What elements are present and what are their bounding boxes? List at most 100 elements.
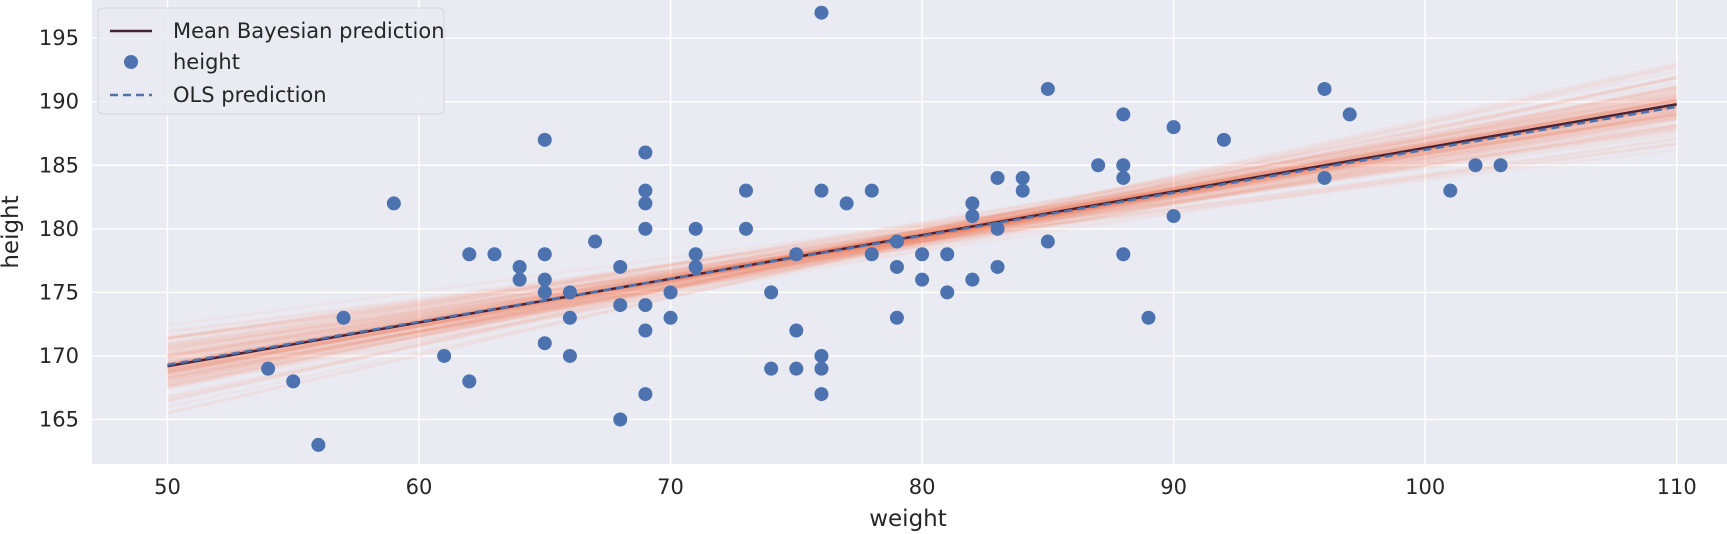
- posterior-sample-line: [167, 88, 1677, 389]
- posterior-sample-line: [167, 124, 1677, 358]
- posterior-sample-line: [167, 99, 1677, 357]
- posterior-sample-line: [167, 127, 1677, 351]
- posterior-sample-line: [167, 95, 1677, 350]
- data-point: [537, 336, 552, 351]
- data-point: [1342, 107, 1357, 122]
- posterior-sample-line: [167, 92, 1677, 386]
- data-point: [688, 221, 703, 236]
- posterior-sample-line: [167, 127, 1677, 335]
- ols-line: [167, 105, 1677, 367]
- data-point: [311, 437, 326, 452]
- data-point: [638, 298, 653, 313]
- posterior-sample-line: [167, 124, 1677, 349]
- data-point: [864, 247, 879, 262]
- posterior-sample-line: [167, 81, 1677, 369]
- data-point: [336, 310, 351, 325]
- y-tick-label: 170: [39, 344, 79, 368]
- data-point: [764, 361, 779, 376]
- data-point: [1015, 183, 1030, 198]
- posterior-sample-line: [167, 97, 1677, 388]
- posterior-sample-line: [167, 142, 1677, 341]
- data-point: [814, 387, 829, 402]
- grid-lines: [92, 0, 1727, 464]
- data-point: [537, 247, 552, 262]
- data-point: [990, 170, 1005, 185]
- posterior-sample-line: [167, 84, 1677, 383]
- posterior-sample-line: [167, 117, 1677, 374]
- data-point: [386, 196, 401, 211]
- data-point: [1443, 183, 1458, 198]
- posterior-sample-line: [167, 98, 1677, 379]
- posterior-sample-line: [167, 92, 1677, 374]
- data-point: [965, 272, 980, 287]
- data-point: [663, 310, 678, 325]
- legend-mean-label: Mean Bayesian prediction: [173, 19, 445, 43]
- x-axis-label: weight: [869, 506, 947, 532]
- posterior-sample-line: [167, 91, 1677, 366]
- data-point: [965, 209, 980, 224]
- data-points: [261, 5, 1508, 452]
- data-point: [1468, 158, 1483, 173]
- data-point: [915, 247, 930, 262]
- data-point: [889, 310, 904, 325]
- posterior-sample-line: [167, 90, 1677, 387]
- posterior-sample-line: [167, 123, 1677, 339]
- tick-labels: 50 60 70 80 90 100 110 165 170 175 180 185 190 195: [39, 26, 1697, 499]
- data-point: [965, 196, 980, 211]
- posterior-sample-line: [167, 122, 1677, 327]
- posterior-sample-line: [167, 87, 1677, 380]
- posterior-sample-line: [167, 69, 1678, 390]
- data-point: [789, 247, 804, 262]
- posterior-sample-line: [167, 111, 1677, 364]
- posterior-sample-line: [167, 76, 1677, 385]
- data-point: [1116, 107, 1131, 122]
- posterior-sample-line: [167, 110, 1677, 371]
- posterior-sample-line: [167, 108, 1677, 376]
- data-point: [1091, 158, 1106, 173]
- data-point: [638, 196, 653, 211]
- posterior-sample-line: [167, 94, 1677, 382]
- x-tick-label: 110: [1657, 475, 1697, 499]
- y-tick-label: 165: [39, 408, 79, 432]
- data-point: [537, 272, 552, 287]
- data-point: [839, 196, 854, 211]
- posterior-sample-line: [167, 142, 1677, 349]
- posterior-sample-line: [167, 94, 1677, 380]
- legend-box: [97, 7, 445, 115]
- y-tick-label: 195: [39, 26, 79, 50]
- data-point: [940, 285, 955, 300]
- data-point: [613, 412, 628, 427]
- data-point: [789, 323, 804, 338]
- data-point: [1166, 120, 1181, 135]
- posterior-sample-line: [167, 108, 1677, 358]
- posterior-sample-line: [167, 105, 1677, 373]
- posterior-sample-line: [167, 99, 1677, 365]
- posterior-sample-line: [167, 104, 1677, 384]
- posterior-sample-line: [167, 115, 1677, 342]
- y-axis-label: height: [0, 195, 24, 268]
- data-point: [562, 348, 577, 363]
- data-point: [462, 374, 477, 389]
- data-point: [286, 374, 301, 389]
- data-point: [1040, 81, 1055, 96]
- posterior-sample-line: [167, 117, 1677, 360]
- data-point: [562, 285, 577, 300]
- data-point: [261, 361, 276, 376]
- legend-points-swatch: [124, 55, 138, 69]
- data-point: [1116, 170, 1131, 185]
- data-point: [638, 323, 653, 338]
- data-point: [613, 259, 628, 274]
- data-point: [638, 221, 653, 236]
- y-tick-label: 190: [39, 90, 79, 114]
- data-point: [1116, 158, 1131, 173]
- data-point: [688, 247, 703, 262]
- data-point: [814, 5, 829, 20]
- posterior-sample-line: [167, 93, 1677, 373]
- x-tick-label: 90: [1160, 475, 1187, 499]
- posterior-sample-line: [167, 76, 1678, 402]
- prediction-lines: [167, 103, 1677, 368]
- posterior-sample-line: [167, 113, 1677, 347]
- posterior-sample-line: [167, 137, 1677, 349]
- posterior-sample-line: [167, 64, 1678, 402]
